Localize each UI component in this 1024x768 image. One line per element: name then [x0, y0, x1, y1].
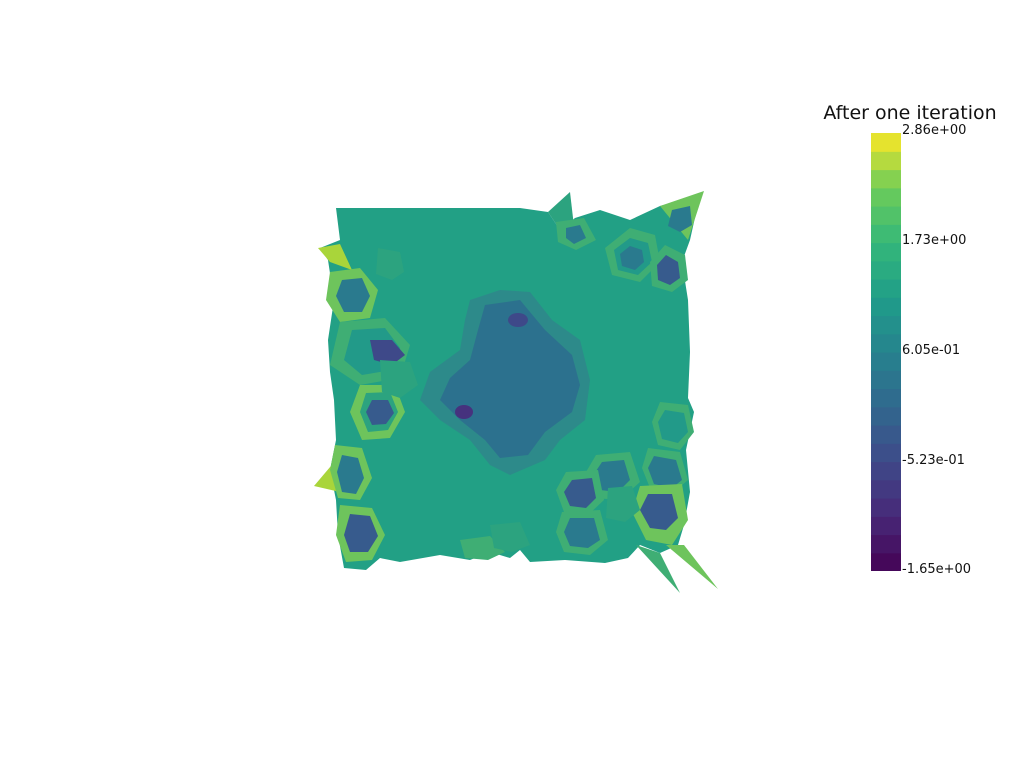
scalar-bar-band	[871, 315, 901, 335]
central-spot-1	[508, 313, 528, 327]
scalar-bar-band	[871, 388, 901, 408]
mesh-spike-bottomright-1	[636, 545, 680, 593]
scalar-bar-band	[871, 224, 901, 244]
scalar-bar: After one iteration 2.86e+00 1.73e+00 6.…	[810, 100, 1010, 580]
scalar-bar-label-0: 2.86e+00	[902, 123, 967, 138]
mesh-spike-topleft	[318, 244, 352, 270]
scalar-bar-band	[871, 370, 901, 390]
ring-r-2-inner	[648, 456, 682, 488]
central-spot-2	[455, 405, 473, 419]
scalar-bar-band	[871, 516, 901, 536]
ring-r-1-inner	[658, 410, 688, 443]
scalar-bar-band	[871, 333, 901, 353]
scalar-bar-band	[871, 187, 901, 207]
central-core	[440, 300, 580, 458]
scalar-bar-title: After one iteration	[823, 102, 997, 124]
scalar-bar-gradient	[871, 133, 901, 571]
ring-tl-small	[376, 248, 404, 280]
scalar-bar-band	[871, 151, 901, 171]
ring-b-3-inner	[564, 518, 600, 548]
scalar-bar-band	[871, 498, 901, 517]
ring-cl-small	[380, 360, 418, 398]
ring-b-2-inner	[564, 478, 596, 508]
scalar-bar-band	[871, 534, 901, 554]
mesh-spike-bottomright-2	[666, 545, 718, 589]
ring-l-5-inner	[344, 514, 378, 552]
central-region	[420, 290, 590, 475]
ring-l-4-inner	[337, 455, 364, 494]
scalar-bar-band	[871, 242, 901, 262]
scalar-bar-label-1: 1.73e+00	[902, 233, 967, 248]
scalar-bar-band	[871, 461, 901, 481]
ring-b-4	[606, 486, 640, 522]
ring-top-2	[566, 225, 586, 244]
scalar-bar-band	[871, 279, 901, 298]
ring-b-1-inner	[594, 460, 630, 492]
ring-r-3-inner	[640, 494, 678, 530]
scalar-bar-band	[871, 169, 901, 189]
scalar-bar-band	[871, 443, 901, 463]
scalar-bar-band	[871, 552, 901, 571]
scalar-bar-label-2: 6.05e-01	[902, 343, 961, 358]
ring-b-6	[490, 522, 530, 552]
ring-tr-1-inner	[620, 246, 644, 270]
ring-l-3-inner	[366, 400, 394, 425]
scalar-bar-band	[871, 206, 901, 225]
scalar-bar-band	[871, 425, 901, 444]
scalar-bar-band	[871, 297, 901, 317]
ring-l-1-inner	[336, 278, 370, 312]
scalar-bar-label-3: -5.23e-01	[902, 453, 965, 468]
scalar-bar-band	[871, 260, 901, 280]
contour-rings	[326, 206, 694, 562]
scalar-bar-band	[871, 479, 901, 499]
scalar-bar-band	[871, 406, 901, 426]
scalar-bar-band	[871, 352, 901, 371]
scalar-bar-label-4: -1.65e+00	[902, 562, 972, 577]
ring-l-2-inner	[370, 340, 405, 365]
scalar-bar-band	[871, 133, 901, 152]
ring-tr-3	[668, 206, 692, 232]
ring-tr-2-inner	[657, 255, 680, 285]
